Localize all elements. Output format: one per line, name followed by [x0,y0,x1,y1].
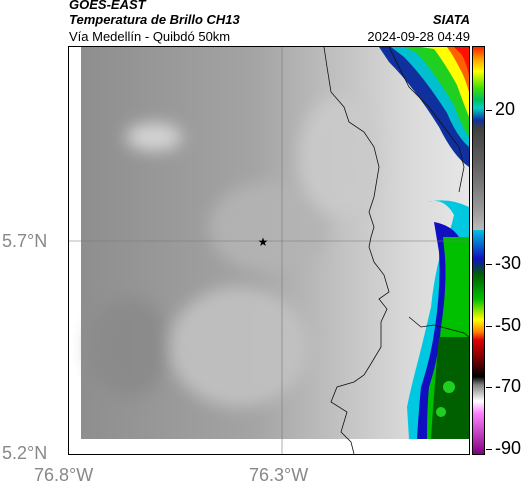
coastline-north [388,47,465,193]
lon-label-76-3: 76.3°W [249,465,309,485]
department-boundary [323,47,390,454]
route-subtitle: Vía Medellín - Quibdó 50km [69,29,231,44]
timestamp: 2024-09-28 04:49 [367,29,470,44]
colorbar-label-minus-90: -90 [495,438,522,458]
organization-name: SIATA [432,12,470,27]
star-icon: ★ [258,235,269,249]
colorbar-label-minus-30: -30 [495,253,522,273]
colorbar-label-20: 20 [495,99,516,119]
coastline [408,316,469,338]
lat-label-5-7: 5.7°N [2,231,48,251]
satellite-map: ★ [68,46,470,455]
colorbar-label-minus-70: -70 [495,376,522,396]
satellite-name: GOES-EAST [69,0,146,12]
lat-label-5-2: 5.2°N [2,443,48,463]
lon-label-76-8: 76.8°W [34,465,94,485]
temperature-colorbar [472,46,485,455]
colorbar-label-minus-50: -50 [495,315,522,335]
product-title: Temperatura de Brillo CH13 [69,12,240,27]
